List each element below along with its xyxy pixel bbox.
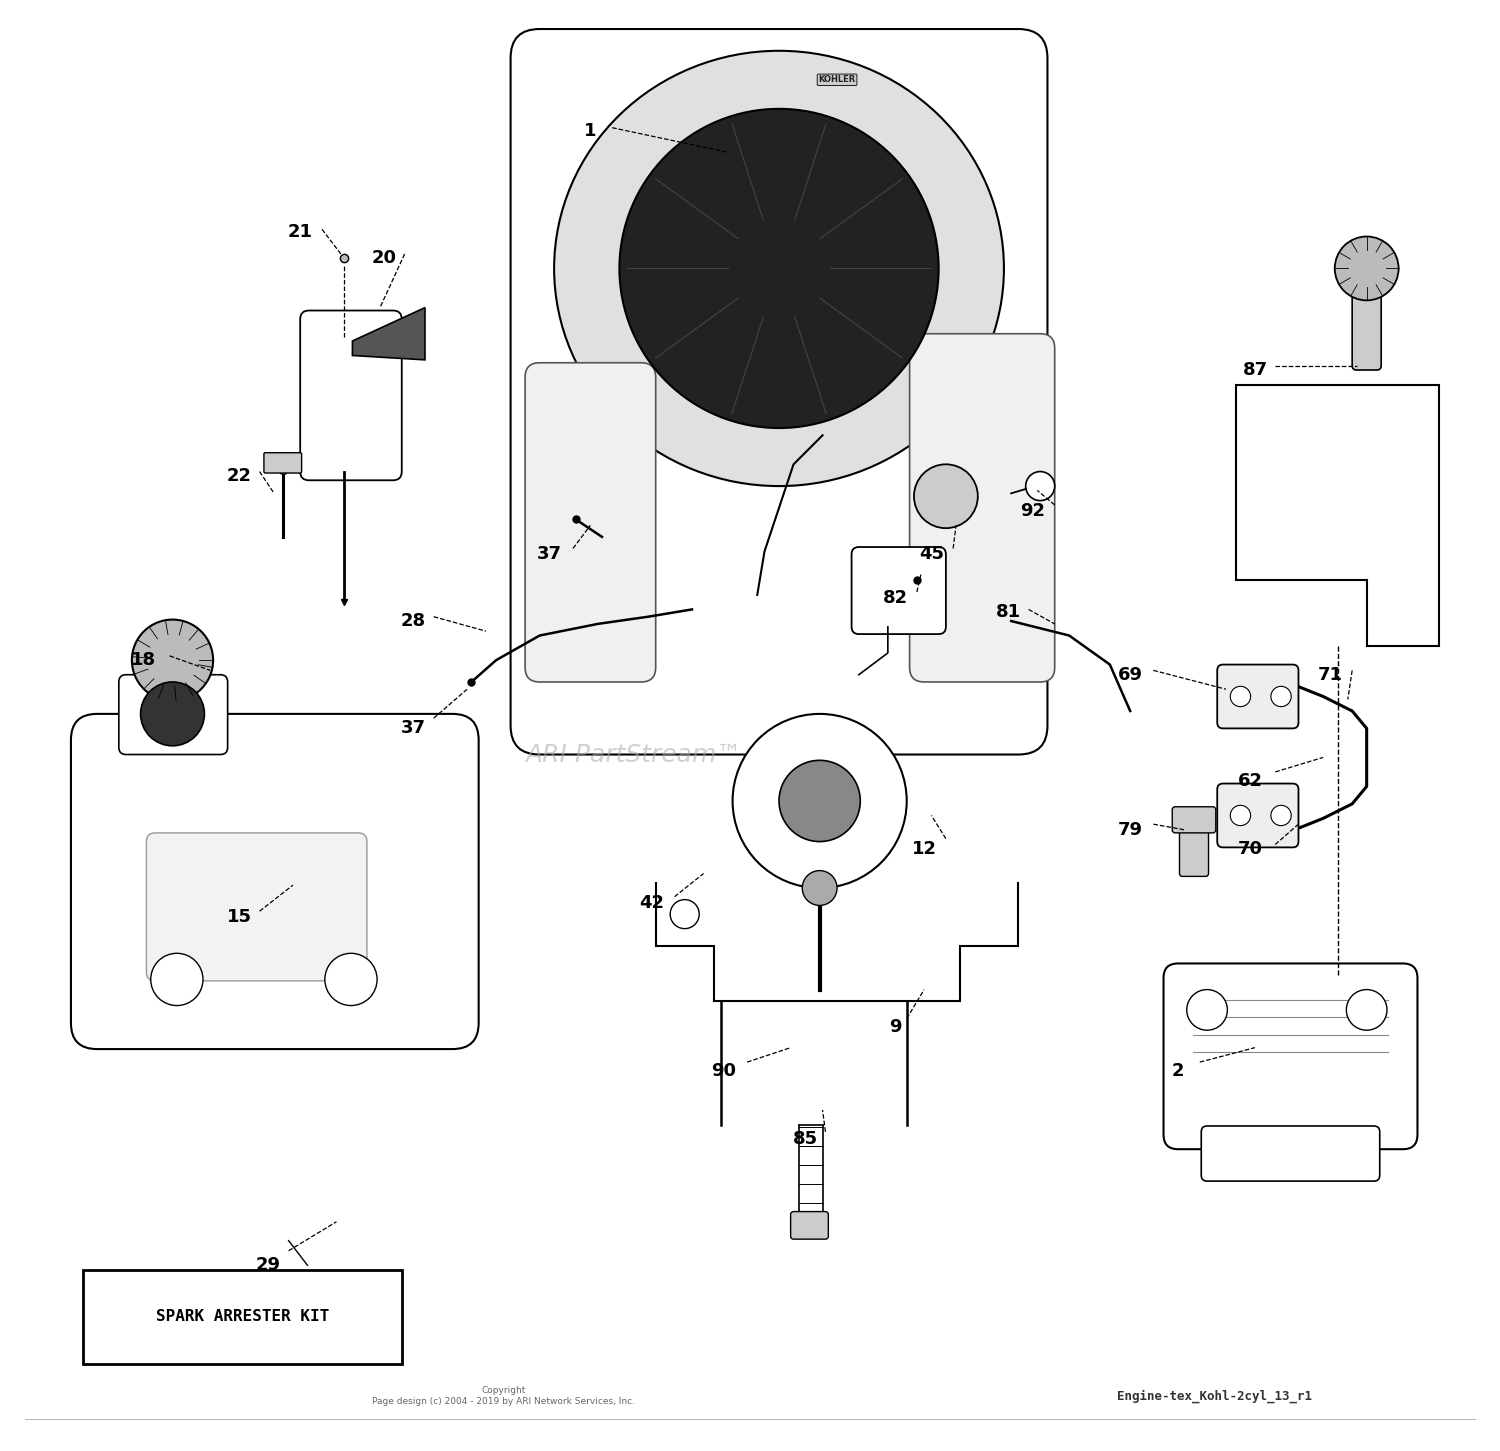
Text: Copyright
Page design (c) 2004 - 2019 by ARI Network Services, Inc.: Copyright Page design (c) 2004 - 2019 by… — [372, 1386, 634, 1406]
Text: SPARK ARRESTER KIT: SPARK ARRESTER KIT — [156, 1309, 328, 1325]
Text: 62: 62 — [1238, 772, 1263, 789]
Text: 69: 69 — [1118, 666, 1143, 683]
FancyBboxPatch shape — [1352, 277, 1382, 370]
Circle shape — [1230, 686, 1251, 707]
Text: 82: 82 — [882, 589, 908, 607]
Circle shape — [1270, 686, 1292, 707]
FancyBboxPatch shape — [118, 675, 228, 755]
Circle shape — [620, 109, 939, 428]
Text: 18: 18 — [130, 651, 156, 669]
FancyBboxPatch shape — [1216, 784, 1299, 847]
Circle shape — [1270, 805, 1292, 826]
FancyBboxPatch shape — [264, 453, 302, 473]
Text: 71: 71 — [1318, 666, 1342, 683]
Circle shape — [1347, 990, 1388, 1030]
FancyBboxPatch shape — [852, 547, 946, 634]
Text: 87: 87 — [1242, 361, 1268, 379]
Text: 37: 37 — [400, 720, 426, 737]
FancyBboxPatch shape — [790, 1212, 828, 1239]
FancyBboxPatch shape — [82, 1270, 402, 1364]
Text: ARI PartStream™: ARI PartStream™ — [525, 743, 742, 766]
Text: 70: 70 — [1238, 840, 1263, 858]
FancyBboxPatch shape — [147, 833, 368, 981]
Circle shape — [141, 682, 204, 746]
Circle shape — [914, 464, 978, 528]
FancyBboxPatch shape — [525, 363, 656, 682]
Text: 1: 1 — [584, 122, 597, 139]
Text: 45: 45 — [920, 546, 944, 563]
FancyBboxPatch shape — [300, 311, 402, 480]
FancyBboxPatch shape — [510, 29, 1047, 755]
FancyBboxPatch shape — [909, 334, 1054, 682]
Text: 15: 15 — [226, 908, 252, 926]
FancyBboxPatch shape — [1164, 963, 1418, 1149]
Text: 81: 81 — [996, 604, 1022, 621]
Text: 22: 22 — [226, 467, 252, 485]
Text: KOHLER: KOHLER — [819, 75, 855, 84]
Ellipse shape — [554, 51, 1004, 486]
Circle shape — [778, 760, 861, 842]
Text: 12: 12 — [912, 840, 936, 858]
Circle shape — [1026, 472, 1054, 501]
Circle shape — [1335, 237, 1398, 300]
Circle shape — [326, 953, 376, 1006]
Text: Engine-tex_Kohl-2cyl_13_r1: Engine-tex_Kohl-2cyl_13_r1 — [1118, 1389, 1312, 1403]
Text: 2: 2 — [1172, 1062, 1185, 1080]
Circle shape — [802, 871, 837, 905]
FancyBboxPatch shape — [1179, 827, 1209, 876]
Circle shape — [150, 953, 202, 1006]
FancyBboxPatch shape — [1202, 1126, 1380, 1181]
Circle shape — [1230, 805, 1251, 826]
Text: 92: 92 — [1020, 502, 1046, 519]
Text: 79: 79 — [1118, 821, 1143, 839]
Polygon shape — [1236, 385, 1438, 646]
Text: 42: 42 — [639, 894, 664, 911]
Text: 28: 28 — [400, 612, 426, 630]
Text: 85: 85 — [792, 1130, 818, 1148]
Text: 21: 21 — [288, 223, 312, 241]
Text: 20: 20 — [372, 250, 398, 267]
Text: 90: 90 — [711, 1062, 736, 1080]
Polygon shape — [352, 308, 424, 360]
FancyBboxPatch shape — [1172, 807, 1216, 833]
Text: 29: 29 — [256, 1257, 280, 1274]
Text: 37: 37 — [537, 546, 562, 563]
Circle shape — [732, 714, 906, 888]
FancyBboxPatch shape — [1216, 665, 1299, 728]
Circle shape — [670, 900, 699, 929]
Text: 9: 9 — [890, 1019, 902, 1036]
Circle shape — [1186, 990, 1227, 1030]
Circle shape — [132, 620, 213, 701]
FancyBboxPatch shape — [70, 714, 479, 1049]
